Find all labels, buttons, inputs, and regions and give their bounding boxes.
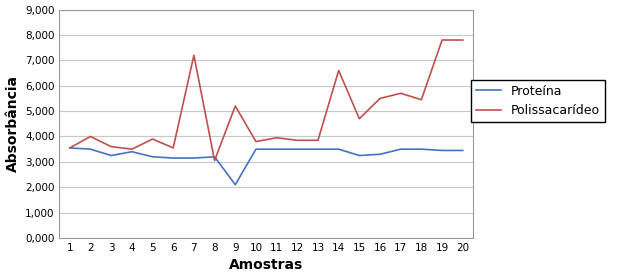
Proteína <box>418 148 425 151</box>
Proteína <box>335 148 343 151</box>
Proteína <box>107 154 115 157</box>
Polissacarídeo <box>211 159 219 162</box>
Y-axis label: Absorbância: Absorbância <box>6 75 20 172</box>
Polissacarídeo <box>314 139 322 142</box>
Polissacarídeo <box>169 146 177 150</box>
Polissacarídeo <box>273 136 281 140</box>
Proteína <box>459 149 466 152</box>
Polissacarídeo <box>66 146 73 150</box>
Polissacarídeo <box>397 92 404 95</box>
Polissacarídeo <box>190 54 198 57</box>
Polissacarídeo <box>356 117 363 120</box>
Proteína <box>397 148 404 151</box>
Polissacarídeo <box>87 135 94 138</box>
Proteína <box>252 148 260 151</box>
Polissacarídeo <box>459 38 466 42</box>
Proteína <box>293 148 301 151</box>
Line: Polissacarídeo: Polissacarídeo <box>70 40 463 161</box>
Polissacarídeo <box>149 137 156 141</box>
Proteína <box>128 150 136 153</box>
Polissacarídeo <box>293 139 301 142</box>
Proteína <box>87 148 94 151</box>
Proteína <box>169 157 177 160</box>
Polissacarídeo <box>418 98 425 101</box>
Proteína <box>438 149 446 152</box>
Polissacarídeo <box>128 148 136 151</box>
X-axis label: Amostras: Amostras <box>229 259 303 272</box>
Polissacarídeo <box>335 69 343 72</box>
Proteína <box>314 148 322 151</box>
Polissacarídeo <box>107 145 115 148</box>
Proteína <box>376 153 384 156</box>
Legend: Proteína, Polissacarídeo: Proteína, Polissacarídeo <box>471 80 605 122</box>
Proteína <box>66 146 73 150</box>
Polissacarídeo <box>438 38 446 42</box>
Polissacarídeo <box>231 104 239 108</box>
Polissacarídeo <box>376 97 384 100</box>
Proteína <box>211 155 219 158</box>
Proteína <box>273 148 281 151</box>
Proteína <box>149 155 156 158</box>
Line: Proteína: Proteína <box>70 148 463 185</box>
Polissacarídeo <box>252 140 260 143</box>
Proteína <box>190 157 198 160</box>
Proteína <box>356 154 363 157</box>
Proteína <box>231 183 239 186</box>
